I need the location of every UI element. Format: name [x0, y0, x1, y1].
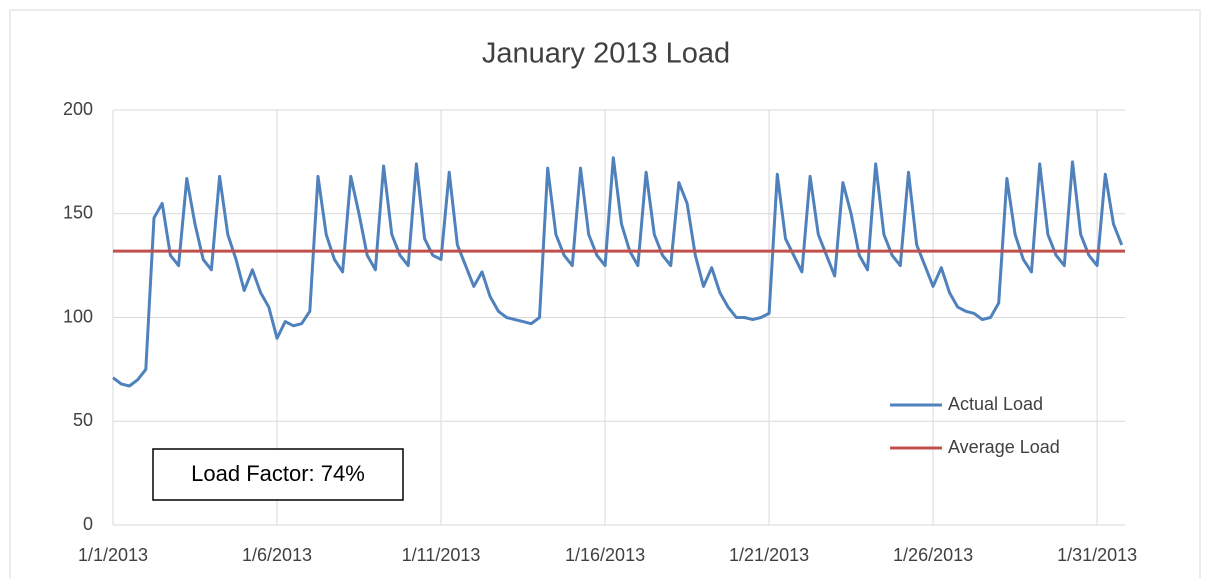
y-tick-label: 0 [83, 514, 93, 534]
chart-border [9, 9, 1201, 578]
series-line [112, 156, 1124, 388]
x-tick-label: 1/6/2013 [242, 545, 312, 565]
x-tick-label: 1/11/2013 [402, 545, 481, 565]
chart-title: January 2013 Load [482, 38, 730, 70]
x-tick-label: 1/26/2013 [893, 545, 973, 565]
annotation-box [152, 448, 404, 501]
legend-label: Average Load [948, 437, 1060, 457]
y-tick-label: 200 [63, 99, 93, 119]
legend-label: Actual Load [948, 394, 1043, 414]
x-tick-label: 1/16/2013 [565, 545, 645, 565]
y-tick-label: 50 [73, 410, 93, 430]
annotation: Load Factor: 74% [191, 461, 365, 486]
y-tick-label: 150 [63, 203, 93, 223]
y-tick-label: 100 [63, 306, 93, 326]
x-tick-label: 1/1/2013 [78, 545, 148, 565]
x-tick-label: 1/31/2013 [1057, 545, 1137, 565]
x-tick-label: 1/21/2013 [729, 545, 809, 565]
